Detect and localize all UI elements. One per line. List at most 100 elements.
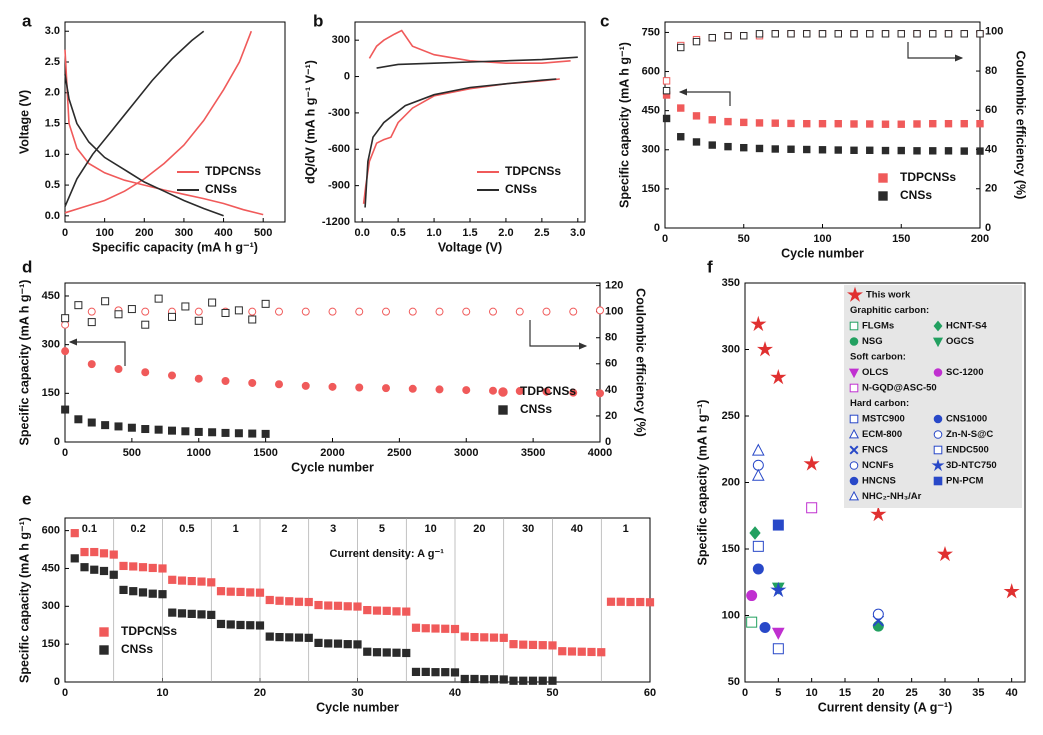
data-point	[677, 43, 685, 52]
legend-marker	[849, 445, 859, 455]
y-tick-label: 300	[42, 339, 60, 351]
legend-marker	[498, 405, 508, 415]
data-point	[569, 388, 578, 397]
x-axis-label: Specific capacity (mA h g⁻¹)	[92, 240, 258, 254]
legend-marker	[933, 414, 943, 424]
y-axis-label: Specific capacity (mA h g⁻¹)	[695, 400, 709, 566]
legend-marker	[933, 445, 943, 455]
data-point	[236, 620, 245, 630]
x-tick-label: 4000	[588, 447, 612, 459]
y-tick-label: 600	[42, 525, 60, 537]
data-point	[596, 389, 604, 398]
x-tick-label: 0	[662, 233, 668, 245]
data-point	[392, 607, 401, 616]
data-point	[181, 302, 190, 311]
data-point	[328, 382, 337, 391]
data-point	[127, 423, 136, 432]
x-tick-label: 40	[449, 687, 461, 699]
data-point	[177, 609, 187, 618]
legend-marker	[847, 286, 863, 302]
data-point	[314, 638, 323, 647]
data-point	[248, 307, 257, 316]
arrow	[68, 338, 126, 366]
arrow	[678, 88, 731, 106]
step-label: 5	[379, 523, 385, 535]
y-tick-label: -600	[328, 143, 350, 155]
data-point	[597, 648, 606, 657]
data-point	[913, 120, 921, 128]
data-point	[285, 633, 294, 642]
legend-label: SC-1200	[946, 367, 984, 378]
data-point	[752, 459, 764, 471]
data-point	[109, 550, 118, 559]
data-point	[692, 37, 701, 46]
x-tick-label: 1000	[187, 447, 211, 459]
data-point	[304, 597, 313, 607]
arrow	[907, 42, 964, 62]
data-point	[226, 587, 235, 596]
data-point	[80, 563, 89, 572]
legend-marker	[849, 321, 859, 331]
data-point	[606, 597, 616, 606]
data-point	[771, 119, 779, 127]
x-tick-label: 500	[123, 447, 141, 459]
data-point	[194, 316, 203, 325]
data-point	[803, 30, 811, 38]
data-point	[129, 587, 138, 596]
y-tick-label: 0	[54, 436, 60, 448]
legend-box	[844, 285, 1022, 508]
data-point	[818, 146, 827, 154]
step-label: 1	[233, 523, 239, 535]
x-tick-label: 2.5	[534, 227, 549, 239]
step-label: 10	[425, 523, 437, 535]
data-point	[114, 310, 123, 319]
data-point	[569, 307, 578, 316]
legend-marker	[848, 428, 860, 439]
y2-axis-label: Coulombic efficiency (%)	[1014, 51, 1028, 200]
x-tick-label: 15	[839, 687, 851, 699]
data-point	[677, 104, 685, 112]
data-point	[101, 297, 110, 306]
data-point	[755, 119, 764, 127]
data-point	[275, 596, 284, 605]
data-point	[168, 426, 176, 435]
data-point	[626, 597, 635, 607]
series-line	[364, 56, 578, 208]
data-point	[515, 307, 524, 316]
data-point	[328, 307, 337, 316]
step-label: 0.1	[82, 523, 97, 535]
data-point	[90, 547, 99, 557]
y-tick-label: 0.0	[45, 210, 60, 222]
data-point	[740, 143, 748, 152]
legend-marker	[849, 383, 859, 393]
data-point	[708, 141, 716, 149]
legend-marker	[498, 387, 508, 397]
data-point	[929, 147, 937, 155]
legend-label: Zn-N-S@C	[946, 429, 993, 440]
data-point	[740, 32, 748, 40]
y-axis-label: Specific capacity (mA h g⁻¹)	[17, 517, 31, 683]
data-point	[148, 589, 157, 598]
panel-label: e	[22, 489, 31, 508]
data-point	[109, 570, 118, 579]
data-point	[489, 675, 499, 684]
data-point	[141, 425, 150, 434]
y-tick-label: 300	[332, 34, 350, 46]
data-point	[509, 676, 518, 685]
step-label: 2	[281, 523, 287, 535]
data-point	[548, 676, 557, 685]
legend-marker	[878, 191, 888, 201]
y2-tick-label: 20	[605, 410, 617, 422]
x-tick-label: 30	[351, 687, 363, 699]
panel-label: d	[22, 257, 32, 276]
data-point	[246, 588, 255, 597]
data-point	[265, 595, 274, 605]
data-point	[411, 667, 421, 677]
data-point	[881, 120, 890, 128]
legend-marker	[848, 490, 860, 501]
data-point	[294, 597, 304, 606]
data-point	[577, 647, 586, 656]
data-point	[538, 676, 547, 685]
y2-tick-label: 40	[605, 384, 617, 396]
legend-marker	[933, 368, 943, 377]
